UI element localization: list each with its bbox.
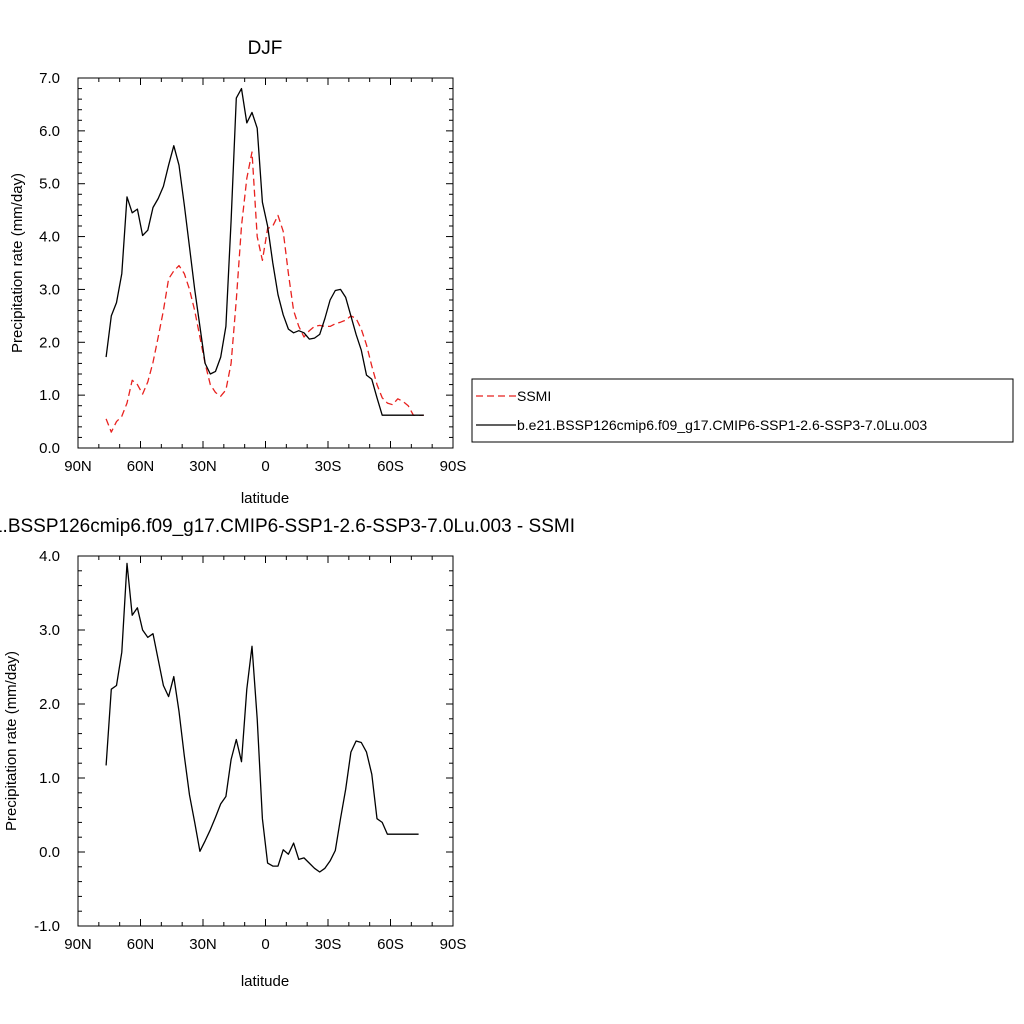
legend-label-ssmi: SSMI bbox=[517, 388, 551, 404]
top-x-tick-label: 90N bbox=[64, 458, 92, 475]
top-x-tick-label: 30N bbox=[189, 458, 217, 475]
top-y-tick-label: 7.0 bbox=[39, 70, 60, 87]
top-y-tick-label: 2.0 bbox=[39, 334, 60, 351]
top-y-tick-label: 0.0 bbox=[39, 440, 60, 457]
top-x-tick-label: 0 bbox=[261, 458, 269, 475]
legend-box bbox=[471, 378, 1014, 443]
top-series-line-1 bbox=[105, 87, 424, 416]
bottom-y-tick-label: 4.0 bbox=[39, 548, 60, 565]
bottom-y-tick-label: 3.0 bbox=[39, 622, 60, 639]
legend: SSMI b.e21.BSSP126cmip6.f09_g17.CMIP6-SS… bbox=[471, 378, 1014, 443]
top-x-axis-label: latitude bbox=[241, 490, 289, 507]
bottom-x-tick-label: 60S bbox=[377, 936, 404, 953]
bottom-series-line-0 bbox=[105, 562, 419, 873]
bottom-x-axis-label: latitude bbox=[241, 973, 289, 990]
bottom-chart-title: b.e21.BSSP126cmip6.f09_g17.CMIP6-SSP1-2.… bbox=[0, 516, 575, 537]
bottom-x-tick-label: 60N bbox=[127, 936, 155, 953]
top-y-tick-label: 3.0 bbox=[39, 281, 60, 298]
top-y-axis-label: Precipitation rate (mm/day) bbox=[9, 173, 26, 353]
bottom-x-tick-label: 0 bbox=[261, 936, 269, 953]
bottom-x-tick-label: 30S bbox=[315, 936, 342, 953]
top-chart-title: DJF bbox=[248, 38, 283, 59]
bottom-data-lines bbox=[105, 562, 419, 873]
bottom-y-tick-label: 0.0 bbox=[39, 844, 60, 861]
legend-label-model: b.e21.BSSP126cmip6.f09_g17.CMIP6-SSP1-2.… bbox=[517, 417, 927, 433]
top-x-tick-label: 60N bbox=[127, 458, 155, 475]
top-x-tick-label: 30S bbox=[315, 458, 342, 475]
bottom-x-tick-label: 90S bbox=[440, 936, 467, 953]
bottom-axis-ticks: 90N 60N 30N 0 30S 60S 90S -1.0 0.0 1.0 2.0 3.0 4.0 bbox=[34, 548, 466, 953]
bottom-x-tick-label: 30N bbox=[189, 936, 217, 953]
top-axis-ticks: 90N 60N 30N 0 30S 60S 90S 0.0 1.0 2.0 3.0 4.0 5.0 6.0… bbox=[39, 70, 466, 475]
bottom-y-axis-label: Precipitation rate (mm/day) bbox=[3, 651, 20, 831]
bottom-y-tick-label: 1.0 bbox=[39, 770, 60, 787]
top-plot-area bbox=[77, 77, 454, 449]
top-x-tick-label: 60S bbox=[377, 458, 404, 475]
top-y-tick-label: 6.0 bbox=[39, 123, 60, 140]
bottom-y-tick-label: 2.0 bbox=[39, 696, 60, 713]
bottom-y-tick-label: -1.0 bbox=[34, 918, 60, 935]
top-data-lines bbox=[105, 87, 424, 433]
top-y-tick-label: 1.0 bbox=[39, 387, 60, 404]
top-series-line-0 bbox=[105, 151, 424, 433]
top-y-tick-label: 5.0 bbox=[39, 176, 60, 193]
top-panel: DJF 90N 60N 30N 0 30S 60S 90S 0.0 1.0 2.0 3.0 4.0 5.… bbox=[9, 38, 466, 507]
top-y-tick-label: 4.0 bbox=[39, 229, 60, 246]
top-x-tick-label: 90S bbox=[440, 458, 467, 475]
bottom-panel: b.e21.BSSP126cmip6.f09_g17.CMIP6-SSP1-2.… bbox=[0, 516, 575, 990]
bottom-x-tick-label: 90N bbox=[64, 936, 92, 953]
